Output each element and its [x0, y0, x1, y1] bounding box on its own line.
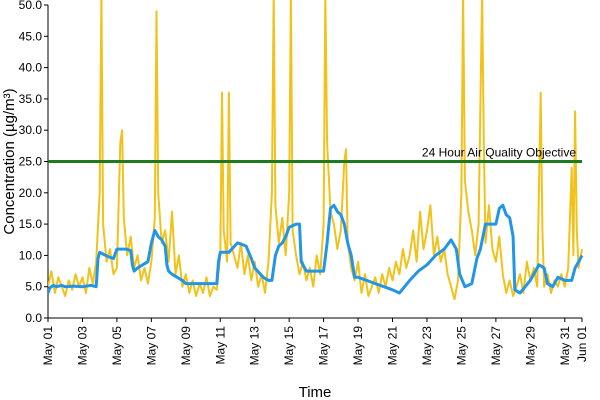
x-tick-label: May 09: [179, 326, 193, 366]
y-tick-label: 0.0: [25, 311, 42, 325]
x-tick-label: May 17: [317, 326, 331, 366]
y-tick-label: 25.0: [19, 155, 43, 169]
x-tick-label: May 03: [75, 326, 89, 366]
y-tick-label: 50.0: [19, 0, 43, 12]
y-tick-label: 10.0: [19, 248, 43, 262]
x-tick-label: May 05: [110, 326, 124, 366]
x-axis-title: Time: [299, 384, 332, 400]
y-tick-label: 15.0: [19, 217, 43, 231]
x-tick-label: May 23: [420, 326, 434, 366]
x-tick-label: May 19: [351, 326, 365, 366]
daily-mean-line: [48, 203, 584, 295]
x-tick-label: May 11: [213, 326, 227, 365]
x-tick-label: May 13: [248, 326, 262, 366]
y-tick-label: 20.0: [19, 186, 43, 200]
y-tick-label: 30.0: [19, 123, 43, 137]
x-tick-label: May 25: [454, 326, 468, 366]
y-tick-label: 5.0: [25, 280, 42, 294]
x-tick-label: May 21: [386, 326, 400, 366]
y-tick-label: 45.0: [19, 29, 43, 43]
x-tick-label: Jun 01: [575, 326, 589, 362]
x-tick-label: May 07: [144, 326, 158, 366]
x-tick-label: May 31: [558, 326, 572, 366]
y-tick-label: 35.0: [19, 92, 43, 106]
y-tick-label: 40.0: [19, 61, 43, 75]
x-tick-label: May 01: [41, 326, 55, 366]
y-axis-title: Concentration (µg/m³): [1, 88, 18, 234]
x-tick-label: May 15: [282, 326, 296, 366]
objective-annotation: 24 Hour Air Quality Objective: [422, 146, 576, 160]
x-tick-label: May 27: [489, 326, 503, 366]
x-tick-label: May 29: [523, 326, 537, 366]
